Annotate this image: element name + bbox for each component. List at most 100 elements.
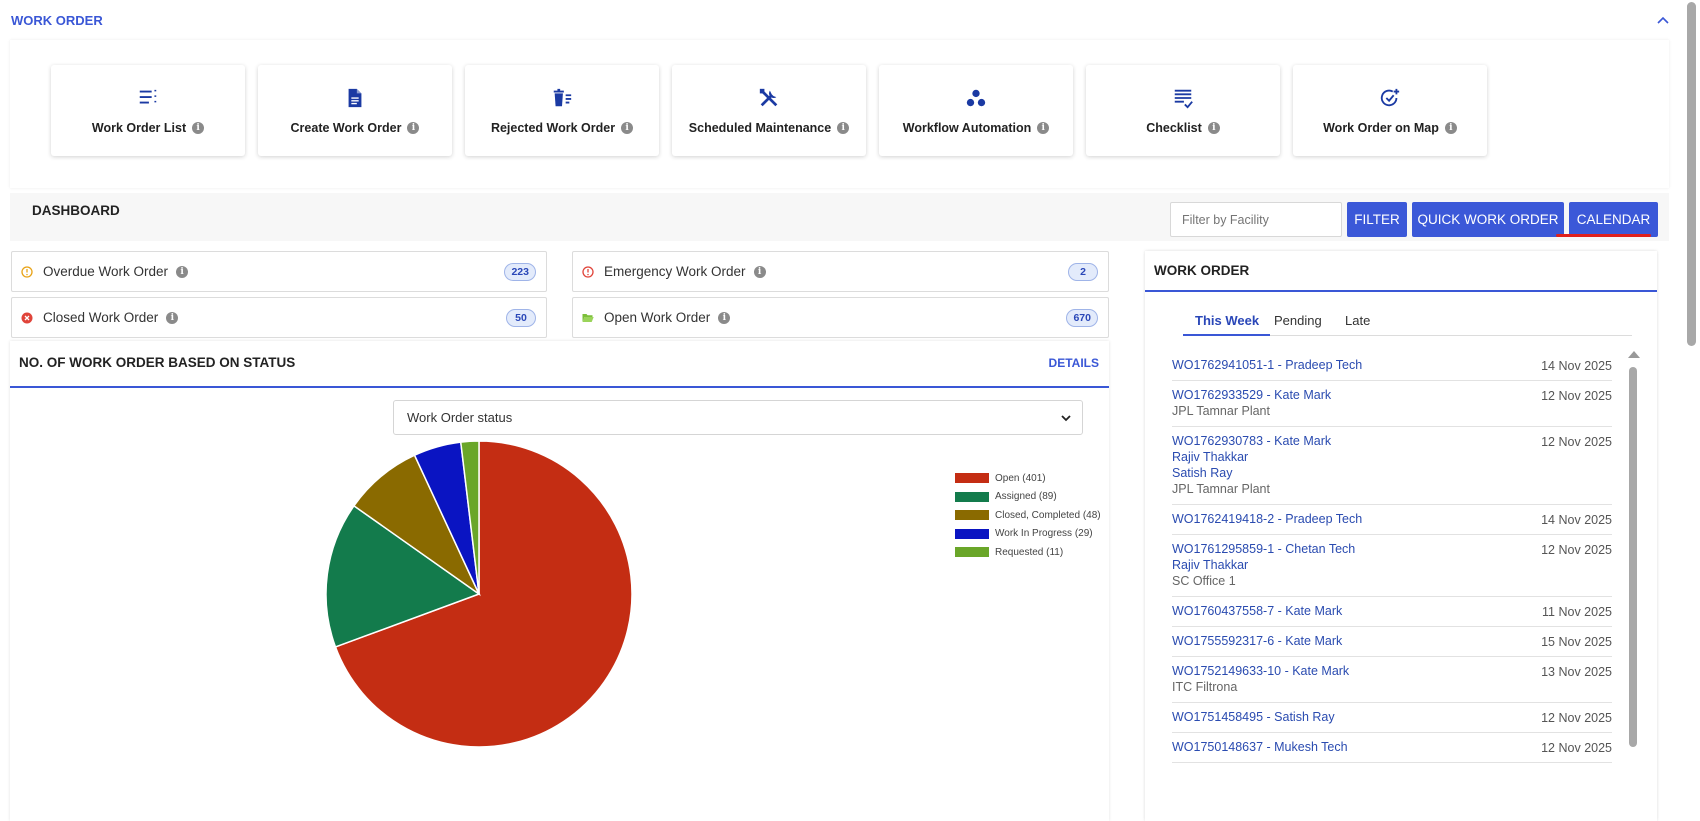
tab-pending[interactable]: Pending: [1274, 313, 1322, 328]
legend-label: Open (401): [995, 472, 1046, 484]
legend-item[interactable]: Closed, Completed (48): [955, 506, 1101, 525]
work-order-id-link[interactable]: WO1760437558-7 - Kate Mark: [1172, 604, 1343, 618]
alert-circle-icon: [582, 265, 594, 278]
pie-slice-assigned[interactable]: [325, 504, 481, 648]
x-circle-icon: [21, 312, 33, 323]
work-order-date: 13 Nov 2025: [1541, 665, 1612, 679]
assignee-name: Rajiv Thakkar: [1172, 558, 1249, 572]
work-order-id-link[interactable]: WO1755592317-6 - Kate Mark: [1172, 634, 1343, 648]
tile-rejected-work-order[interactable]: Rejected Work Order i: [465, 65, 659, 156]
info-icon[interactable]: i: [1444, 121, 1457, 134]
list-item[interactable]: WO1760437558-7 - Kate Mark 11 Nov 2025: [1172, 597, 1612, 627]
info-icon[interactable]: i: [621, 121, 634, 134]
stat-open[interactable]: Open Work Order i 670: [572, 297, 1109, 338]
list-icon: [139, 89, 157, 103]
list-item[interactable]: WO1762933529 - Kate Mark JPL Tamnar Plant…: [1172, 381, 1612, 427]
work-order-date: 14 Nov 2025: [1541, 513, 1612, 527]
tile-scheduled-maintenance[interactable]: Scheduled Maintenance i: [672, 65, 866, 156]
list-item[interactable]: WO1750148637 - Mukesh Tech 12 Nov 2025: [1172, 733, 1612, 763]
section-title: WORK ORDER: [11, 12, 103, 28]
info-icon[interactable]: i: [166, 311, 179, 324]
legend-item[interactable]: Requested (11): [955, 543, 1101, 562]
info-icon[interactable]: i: [192, 121, 205, 134]
details-link[interactable]: DETAILS: [1048, 356, 1099, 370]
list-item[interactable]: WO1755592317-6 - Kate Mark 15 Nov 2025: [1172, 627, 1612, 657]
list-item[interactable]: WO1751458495 - Satish Ray 12 Nov 2025: [1172, 703, 1612, 733]
legend-item[interactable]: Work In Progress (29): [955, 525, 1101, 544]
tile-checklist[interactable]: Checklist i: [1086, 65, 1280, 156]
legend-label: Closed, Completed (48): [995, 509, 1101, 521]
work-order-id-link[interactable]: WO1751458495 - Satish Ray: [1172, 710, 1335, 724]
stat-overdue[interactable]: Overdue Work Order i 223: [11, 251, 547, 292]
work-order-date: 12 Nov 2025: [1541, 435, 1612, 449]
work-order-id-link[interactable]: WO1762933529 - Kate Mark: [1172, 388, 1332, 402]
work-order-id-link[interactable]: WO1762930783 - Kate Mark: [1172, 434, 1332, 448]
pie-slice-open[interactable]: [334, 440, 633, 748]
tile-label: Create Work Order: [290, 120, 402, 135]
status-pie-chart: [325, 440, 633, 748]
calendar-focus-underline: [1556, 234, 1651, 237]
list-scrollbar[interactable]: [1627, 351, 1640, 821]
tile-create-work-order[interactable]: Create Work Order i: [258, 65, 452, 156]
work-order-id-link[interactable]: WO1762419418-2 - Pradeep Tech: [1172, 512, 1363, 526]
stat-count-badge: 670: [1066, 309, 1098, 327]
facility-filter-input[interactable]: [1170, 202, 1342, 237]
info-icon[interactable]: i: [837, 121, 850, 134]
stat-label: Closed Work Order: [43, 310, 159, 325]
facility-name: JPL Tamnar Plant: [1172, 482, 1270, 496]
tile-label: Scheduled Maintenance: [688, 120, 832, 135]
page-scrollbar[interactable]: [1684, 0, 1700, 821]
info-icon[interactable]: i: [1037, 121, 1050, 134]
tab-this-week[interactable]: This Week: [1195, 313, 1260, 328]
stat-label: Emergency Work Order: [604, 264, 746, 279]
facility-name: JPL Tamnar Plant: [1172, 404, 1270, 418]
info-icon[interactable]: i: [407, 121, 420, 134]
section-header: WORK ORDER: [0, 0, 1680, 40]
chevron-up-icon[interactable]: [1656, 14, 1670, 28]
facility-name: ITC Filtrona: [1172, 680, 1238, 694]
list-item[interactable]: WO1762930783 - Kate Mark Rajiv Thakkar Sat…: [1172, 427, 1612, 505]
stat-closed[interactable]: Closed Work Order i 50: [11, 297, 547, 338]
tile-work-order-on-map[interactable]: Work Order on Map i: [1293, 65, 1487, 156]
status-select[interactable]: Work Order status: [393, 400, 1083, 435]
pie-slice-requested[interactable]: [459, 440, 480, 595]
filter-button[interactable]: FILTER: [1347, 202, 1407, 237]
work-order-id-link[interactable]: WO1752149633-10 - Kate Mark: [1172, 664, 1350, 678]
work-order-date: 15 Nov 2025: [1541, 635, 1612, 649]
list-item[interactable]: WO1752149633-10 - Kate Mark ITC Filtrona 1…: [1172, 657, 1612, 703]
stat-label: Overdue Work Order: [43, 264, 169, 279]
folder-open-icon: [582, 313, 594, 322]
work-order-list: WO1762941051-1 - Pradeep Tech 14 Nov 2025…: [1172, 351, 1612, 763]
list-item[interactable]: WO1762941051-1 - Pradeep Tech 14 Nov 2025: [1172, 351, 1612, 381]
stat-emergency[interactable]: Emergency Work Order i 2: [572, 251, 1109, 292]
info-icon[interactable]: i: [1207, 121, 1220, 134]
work-order-date: 12 Nov 2025: [1541, 389, 1612, 403]
work-order-id-link[interactable]: WO1762941051-1 - Pradeep Tech: [1172, 358, 1363, 372]
page-scrollbar-thumb[interactable]: [1687, 2, 1696, 346]
legend-item[interactable]: Open (401): [955, 469, 1101, 488]
work-order-id-link[interactable]: WO1761295859-1 - Chetan Tech: [1172, 542, 1356, 556]
legend-item[interactable]: Assigned (89): [955, 488, 1101, 507]
list-item[interactable]: WO1762419418-2 - Pradeep Tech 14 Nov 2025: [1172, 505, 1612, 535]
tile-workflow-automation[interactable]: Workflow Automation i: [879, 65, 1073, 156]
legend-label: Work In Progress (29): [995, 528, 1093, 540]
stat-count-badge: 2: [1068, 263, 1098, 281]
info-icon[interactable]: i: [718, 311, 731, 324]
scroll-up-arrow-icon[interactable]: [1628, 351, 1640, 358]
document-icon: [348, 88, 362, 107]
tile-work-order-list[interactable]: Work Order List i: [51, 65, 245, 156]
tile-label: Work Order on Map: [1323, 120, 1439, 135]
work-order-list-panel: WORK ORDER This Week Pending Late WO1762…: [1145, 251, 1657, 821]
info-icon[interactable]: i: [176, 265, 189, 278]
calendar-button[interactable]: CALENDAR: [1569, 202, 1658, 237]
info-icon[interactable]: i: [753, 265, 766, 278]
quick-work-order-button[interactable]: QUICK WORK ORDER: [1412, 202, 1564, 237]
dashboard-bar: DASHBOARD FILTER QUICK WORK ORDER CALEND…: [10, 193, 1669, 241]
work-order-id-link[interactable]: WO1750148637 - Mukesh Tech: [1172, 740, 1348, 754]
list-item[interactable]: WO1761295859-1 - Chetan Tech Rajiv Thakka…: [1172, 535, 1612, 597]
work-order-date: 14 Nov 2025: [1541, 359, 1612, 373]
trash-list-icon: [553, 88, 572, 106]
list-scrollbar-thumb[interactable]: [1629, 367, 1637, 747]
dashboard-title: DASHBOARD: [32, 203, 120, 218]
tab-late[interactable]: Late: [1345, 313, 1371, 328]
